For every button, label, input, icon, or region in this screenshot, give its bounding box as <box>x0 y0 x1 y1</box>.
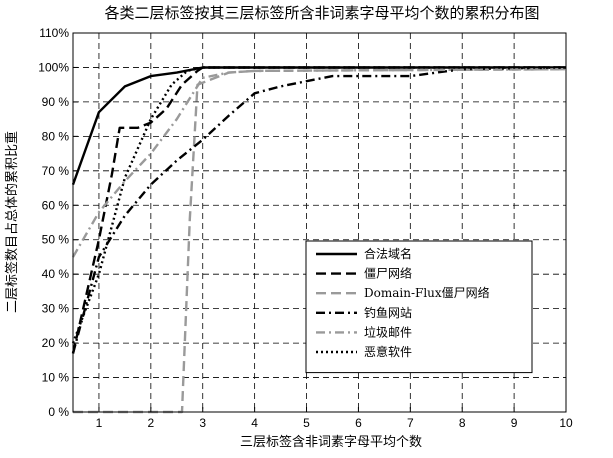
x-tick-label: 6 <box>355 416 362 430</box>
series-line-1 <box>73 68 566 185</box>
legend-label: 钓鱼网站 <box>364 306 412 320</box>
y-tick-label: 40 % <box>42 267 70 281</box>
y-tick-label: 30 % <box>42 302 70 316</box>
series-line-5 <box>73 69 566 257</box>
y-tick-label: 70 % <box>42 164 70 178</box>
legend-box <box>306 241 532 373</box>
x-tick-label: 4 <box>251 416 258 430</box>
y-tick-label: 0 % <box>48 405 69 419</box>
y-axis-ticks: 0 % 10 % 20 % 30 % 40 % 50 % 60 % 70 % 80 % 90 % 1… <box>38 26 78 419</box>
x-tick-label: 2 <box>147 416 154 430</box>
x-tick-label: 5 <box>303 416 310 430</box>
legend-label: 恶意软件 <box>364 344 412 359</box>
y-tick-label: 100% <box>38 60 69 74</box>
x-tick-label: 9 <box>511 416 518 430</box>
y-tick-label: 50 % <box>42 233 70 247</box>
x-tick-label: 10 <box>559 416 573 430</box>
x-tick-label: 3 <box>199 416 206 430</box>
y-tick-label: 110% <box>39 26 69 40</box>
y-tick-label: 60 % <box>42 198 70 212</box>
x-tick-label: 8 <box>459 416 466 430</box>
x-axis-label: 三层标签含非词素字母平均个数 <box>240 434 422 450</box>
y-tick-label: 20 % <box>42 336 70 350</box>
x-tick-label: 7 <box>407 416 414 430</box>
legend-label: Domain-Flux僵尸网络 <box>364 285 490 300</box>
legend-label: 僵尸网络 <box>364 266 412 281</box>
y-tick-label: 10 % <box>42 371 70 385</box>
legend-label: 垃圾邮件 <box>364 324 412 339</box>
y-tick-label: 80 % <box>42 129 70 143</box>
x-tick-label: 1 <box>96 416 103 430</box>
x-axis-ticks: 1 2 3 4 5 6 7 8 9 10 <box>96 407 573 430</box>
legend-label: 合法域名 <box>364 246 412 261</box>
y-axis-label: 二层标签数目占总体的累积比重 <box>4 131 20 313</box>
chart-title: 各类二层标签按其三层标签所含非词素字母平均个数的累积分布图 <box>104 4 539 22</box>
y-tick-label: 90 % <box>42 95 70 109</box>
